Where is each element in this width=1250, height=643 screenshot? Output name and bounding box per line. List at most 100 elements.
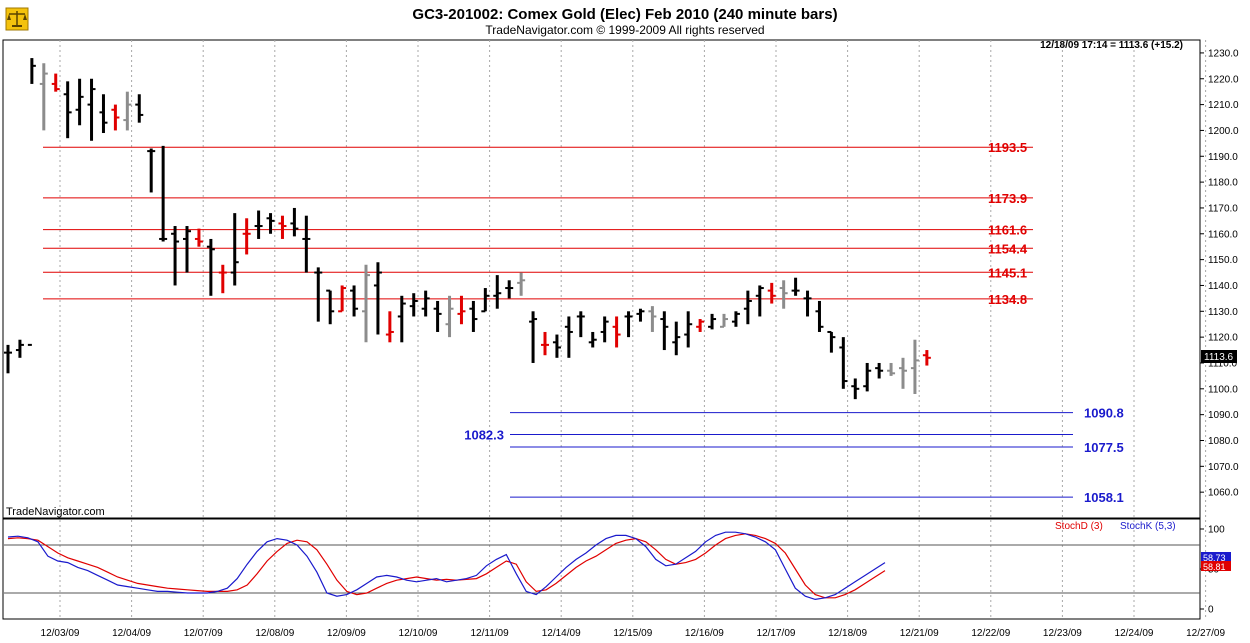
ohlc-bar <box>373 262 382 335</box>
ohlc-bar <box>194 228 203 247</box>
ohlc-bar <box>731 311 740 327</box>
legend-stochk: StochK (5,3) <box>1120 521 1176 532</box>
price-tick-label: 1100.0 <box>1208 384 1238 395</box>
ohlc-bar <box>863 362 872 392</box>
price-tick-label: 1150.0 <box>1208 255 1238 266</box>
level-label: 1090.8 <box>1084 406 1124 421</box>
ohlc-bar <box>743 290 752 325</box>
price-tick-label: 1200.0 <box>1208 126 1239 137</box>
ohlc-bar <box>15 339 24 358</box>
ohlc-bar <box>827 330 836 353</box>
ohlc-bar <box>517 272 526 296</box>
price-tick-label: 1210.0 <box>1208 100 1239 111</box>
ohlc-bar <box>397 295 406 343</box>
ohlc-bar <box>254 210 263 239</box>
price-tick-label: 1220.0 <box>1208 74 1239 85</box>
ohlc-bar <box>803 290 812 317</box>
ohlc-bar <box>99 94 108 134</box>
ohlc-bar <box>696 319 705 332</box>
level-label: 1082.3 <box>464 428 504 443</box>
watermark: TradeNavigator.com <box>6 506 105 518</box>
ohlc-bar <box>123 91 132 131</box>
ohlc-bar <box>242 218 251 255</box>
status-readout: 12/18/09 17:14 = 1113.6 (+15.2) <box>1040 40 1183 51</box>
ohlc-bar <box>887 362 896 376</box>
ohlc-bar <box>302 215 311 273</box>
ohlc-bar <box>720 313 728 328</box>
scales-icon <box>5 7 29 31</box>
date-tick-label: 12/27/09 <box>1186 628 1225 639</box>
price-panel[interactable] <box>2 39 1201 519</box>
ohlc-bar <box>493 275 502 309</box>
ohlc-bar <box>206 238 215 296</box>
price-tick-label: 1090.0 <box>1208 410 1239 421</box>
stochk-value-tag: 58.73 <box>1201 552 1231 563</box>
stochastic-lines: 050100 <box>4 525 1225 616</box>
ohlc-bar <box>505 280 514 299</box>
ohlc-bar <box>111 104 120 131</box>
stochastic-panel[interactable] <box>2 518 1201 620</box>
ohlc-bar <box>135 94 144 123</box>
ohlc-bar <box>612 316 621 348</box>
ohlc-bar <box>314 267 323 322</box>
vertical-gridlines <box>59 40 1207 619</box>
stoch-tick-label: 100 <box>1208 525 1225 536</box>
date-tick-label: 12/08/09 <box>255 628 294 639</box>
ohlc-bar <box>672 321 681 356</box>
ohlc-bar <box>481 288 490 313</box>
ohlc-bar <box>922 350 931 366</box>
svg-text:58.73: 58.73 <box>1203 553 1226 563</box>
ohlc-bar <box>564 316 573 358</box>
ohlc-bar <box>159 145 168 242</box>
date-tick-label: 12/17/09 <box>757 628 796 639</box>
legend-stochd: StochD (3) <box>1055 521 1103 532</box>
ohlc-bar <box>362 264 370 343</box>
ohlc-bar <box>541 331 549 356</box>
ohlc-bar <box>290 207 299 237</box>
chart-subtitle: TradeNavigator.com © 1999-2009 All right… <box>485 23 764 37</box>
ohlc-bar <box>445 295 454 338</box>
ohlc-bar <box>457 295 466 325</box>
ohlc-bar <box>350 285 359 317</box>
price-tick-label: 1190.0 <box>1208 152 1238 163</box>
price-tick-label: 1160.0 <box>1208 229 1238 240</box>
ohlc-bar <box>708 313 717 330</box>
ohlc-bar <box>648 306 657 332</box>
stoch-tick-label: 0 <box>1208 605 1214 616</box>
ohlc-bar <box>171 226 180 286</box>
ohlc-bar <box>39 63 48 131</box>
date-tick-label: 12/09/09 <box>327 628 366 639</box>
ohlc-bar <box>600 316 609 343</box>
ohlc-bar <box>899 357 907 389</box>
ohlc-bar <box>385 311 394 343</box>
stoch-series-line <box>7 531 886 601</box>
date-tick-label: 12/23/09 <box>1043 628 1082 639</box>
ohlc-bar <box>326 289 335 325</box>
ohlc-bar <box>910 339 919 394</box>
price-tick-label: 1120.0 <box>1208 333 1238 344</box>
chart-title: GC3-201002: Comex Gold (Elec) Feb 2010 (… <box>412 6 837 23</box>
price-tick-label: 1060.0 <box>1208 488 1239 499</box>
ohlc-bar <box>779 280 788 309</box>
ohlc-bar <box>63 81 72 139</box>
level-label: 1134.8 <box>988 292 1027 307</box>
date-tick-label: 12/24/09 <box>1115 628 1154 639</box>
price-tick-label: 1080.0 <box>1208 436 1239 447</box>
level-label: 1161.6 <box>988 223 1027 238</box>
date-tick-label: 12/03/09 <box>41 628 80 639</box>
ohlc-bar <box>815 300 824 332</box>
ohlc-bar <box>851 378 860 400</box>
price-bars <box>4 58 931 400</box>
ohlc-bar <box>230 213 239 286</box>
price-tick-label: 1110.0 <box>1208 358 1238 369</box>
ohlc-bar <box>660 311 669 351</box>
level-label: 1193.5 <box>988 140 1027 155</box>
ohlc-bar <box>409 293 418 317</box>
svg-text:1113.6: 1113.6 <box>1204 352 1234 363</box>
stoch-series-line <box>7 533 886 599</box>
ohlc-bar <box>588 331 597 348</box>
level-label: 1173.9 <box>988 191 1027 206</box>
ohlc-bar <box>266 213 275 234</box>
ohlc-bar <box>552 334 561 358</box>
ohlc-bar <box>218 264 227 294</box>
